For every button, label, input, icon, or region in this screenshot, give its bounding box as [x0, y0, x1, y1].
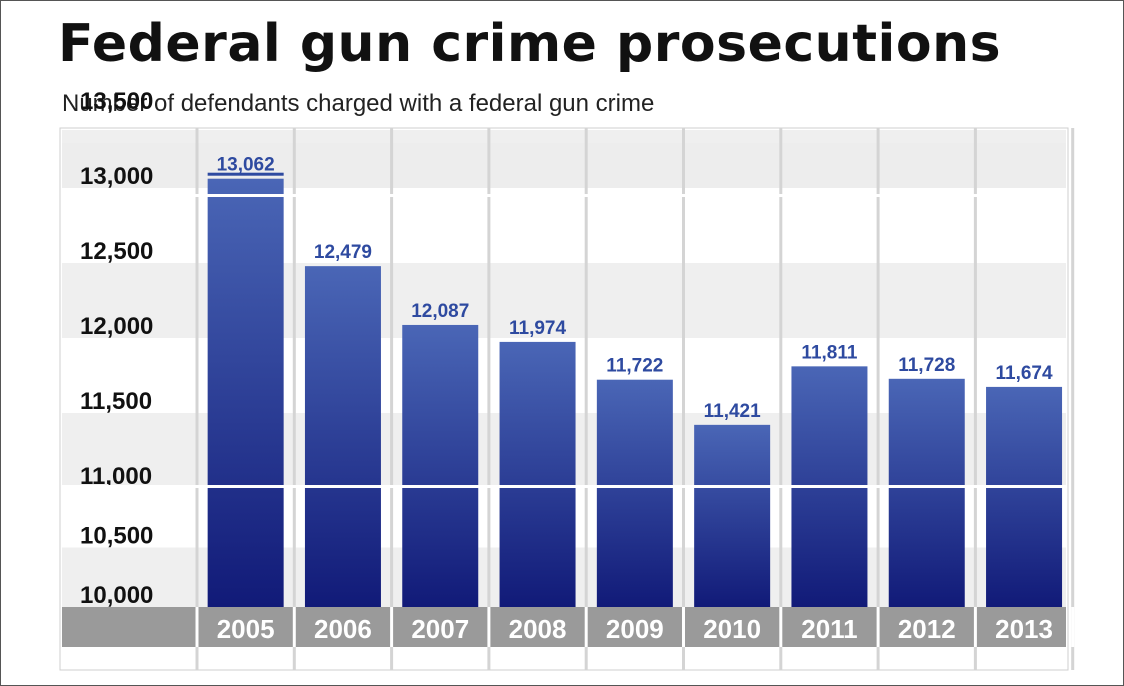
value-label-underline — [207, 172, 284, 176]
bar-2009 — [596, 379, 673, 607]
x-tick-label-2006: 2006 — [314, 614, 372, 644]
bar-2005 — [207, 178, 284, 607]
value-label-2009: 11,722 — [606, 356, 663, 377]
y-tick-label: 12,000 — [80, 313, 153, 340]
x-tick-label-2010: 2010 — [703, 614, 761, 644]
bar-2013 — [986, 386, 1063, 607]
x-tick-label-2011: 2011 — [801, 614, 857, 644]
x-tick-label-2005: 2005 — [217, 614, 275, 644]
y-tick-label: 13,000 — [80, 163, 153, 190]
value-label-2013: 11,674 — [996, 363, 1053, 384]
bar-2007 — [402, 324, 479, 607]
y-tick-label: 10,500 — [80, 523, 153, 550]
x-tick-label-2013: 2013 — [995, 614, 1053, 644]
y-tick-label: 12,500 — [80, 238, 153, 265]
y-tick-label: 11,500 — [80, 388, 152, 415]
bar-2012 — [888, 378, 965, 607]
bar-2006 — [304, 266, 381, 607]
x-tick-label-2007: 2007 — [411, 614, 469, 644]
value-label-2005: 13,062 — [217, 155, 275, 176]
value-label-2011: 11,811 — [801, 342, 857, 363]
bar-2010 — [694, 424, 771, 607]
x-axis-band — [62, 607, 1066, 647]
value-label-2007: 12,087 — [411, 301, 469, 322]
chart-subtitle: Number of defendants charged with a fede… — [62, 90, 655, 117]
x-tick-label-2009: 2009 — [606, 614, 664, 644]
value-label-2010: 11,421 — [704, 401, 761, 422]
axis-break-gap — [62, 194, 1066, 197]
chart-title: Federal gun crime prosecutions — [58, 14, 1002, 74]
value-label-2008: 11,974 — [509, 318, 566, 339]
value-label-2006: 12,479 — [314, 242, 372, 263]
value-label-2012: 11,728 — [898, 355, 955, 376]
y-tick-label: 13,500 — [80, 88, 153, 115]
axis-break-gap — [62, 485, 1066, 488]
y-tick-label: 10,000 — [80, 582, 153, 609]
bar-2008 — [499, 341, 576, 607]
x-tick-label-2008: 2008 — [509, 614, 567, 644]
x-tick-label-2012: 2012 — [898, 614, 956, 644]
